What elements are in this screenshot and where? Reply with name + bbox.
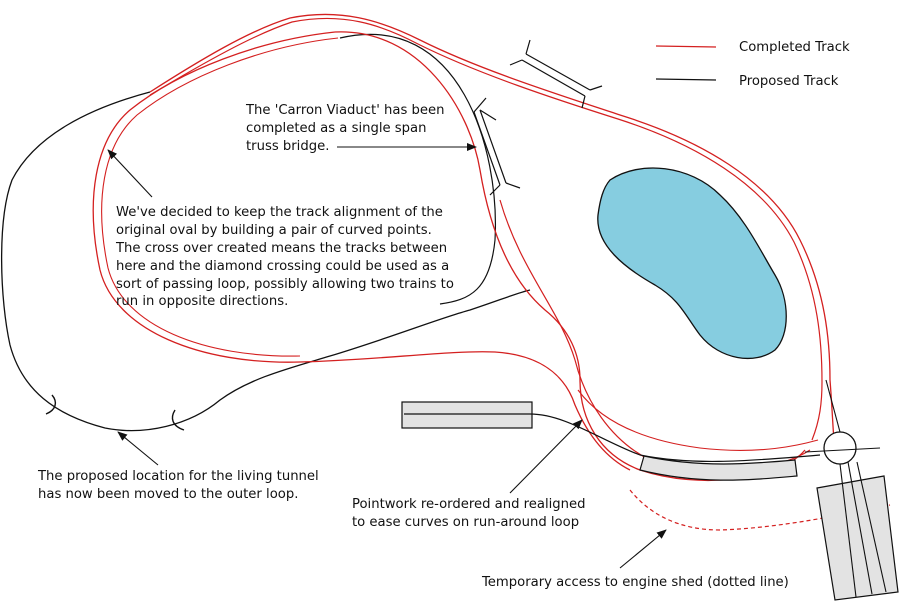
tunnel-note-line1: The proposed location for the living tun… bbox=[38, 469, 319, 484]
completed-outer-track-2 bbox=[149, 17, 823, 441]
completed-run-around-2 bbox=[577, 389, 819, 451]
siding-line bbox=[404, 413, 821, 463]
pond bbox=[597, 167, 787, 360]
tunnel-marker-right bbox=[171, 409, 185, 431]
tunnel-arrow bbox=[117, 431, 159, 466]
legend-completed-swatch bbox=[655, 45, 717, 48]
curved-platform bbox=[639, 455, 798, 481]
pointwork-note-line2: to ease curves on run-around loop bbox=[352, 515, 580, 530]
carron-viaduct bbox=[473, 97, 521, 196]
top-bridge bbox=[509, 39, 603, 109]
completed-inner-oval-2 bbox=[101, 37, 339, 357]
points-note-line6: run in opposite directions. bbox=[116, 294, 289, 309]
completed-outer-track bbox=[149, 13, 835, 441]
points-note-line3: The cross over created means the tracks … bbox=[116, 241, 448, 256]
proposed-outer-loop bbox=[1, 91, 531, 432]
legend-proposed-swatch bbox=[655, 78, 717, 81]
points-note-line2: original oval by building a pair of curv… bbox=[116, 223, 432, 238]
turntable bbox=[823, 431, 857, 465]
shed-road-3 bbox=[856, 461, 887, 593]
completed-inner-loop bbox=[334, 31, 806, 482]
pointwork-note-line1: Pointwork re-ordered and realigned bbox=[352, 497, 586, 512]
engine-shed bbox=[816, 475, 899, 601]
shed-road-1 bbox=[839, 463, 857, 598]
pointwork-arrow bbox=[509, 419, 583, 494]
viaduct-note-line3: truss bridge. bbox=[246, 139, 330, 154]
viaduct-note-line1: The 'Carron Viaduct' has been bbox=[246, 103, 445, 118]
points-note-line4: here and the diamond crossing could be u… bbox=[116, 259, 450, 274]
shed-approach bbox=[825, 379, 841, 433]
legend-completed-label: Completed Track bbox=[739, 40, 850, 55]
legend-proposed-label: Proposed Track bbox=[739, 74, 839, 89]
points-note-line5: sort of passing loop, possibly allowing … bbox=[116, 277, 454, 292]
points-arrow bbox=[107, 149, 153, 198]
station-platform bbox=[401, 401, 533, 429]
proposed-inner-loop bbox=[339, 33, 497, 305]
tunnel-marker-left bbox=[45, 394, 57, 415]
viaduct-note-line2: completed as a single span bbox=[246, 121, 427, 136]
turntable-road bbox=[804, 447, 881, 453]
shed-note-line1: Temporary access to engine shed (dotted … bbox=[482, 575, 789, 590]
points-note-line1: We've decided to keep the track alignmen… bbox=[116, 205, 443, 220]
temporary-shed-access bbox=[629, 489, 891, 531]
shed-arrow bbox=[619, 529, 667, 569]
tunnel-note-line2: has now been moved to the outer loop. bbox=[38, 487, 299, 502]
shed-road-2 bbox=[847, 461, 873, 595]
completed-inner-oval bbox=[92, 31, 631, 471]
